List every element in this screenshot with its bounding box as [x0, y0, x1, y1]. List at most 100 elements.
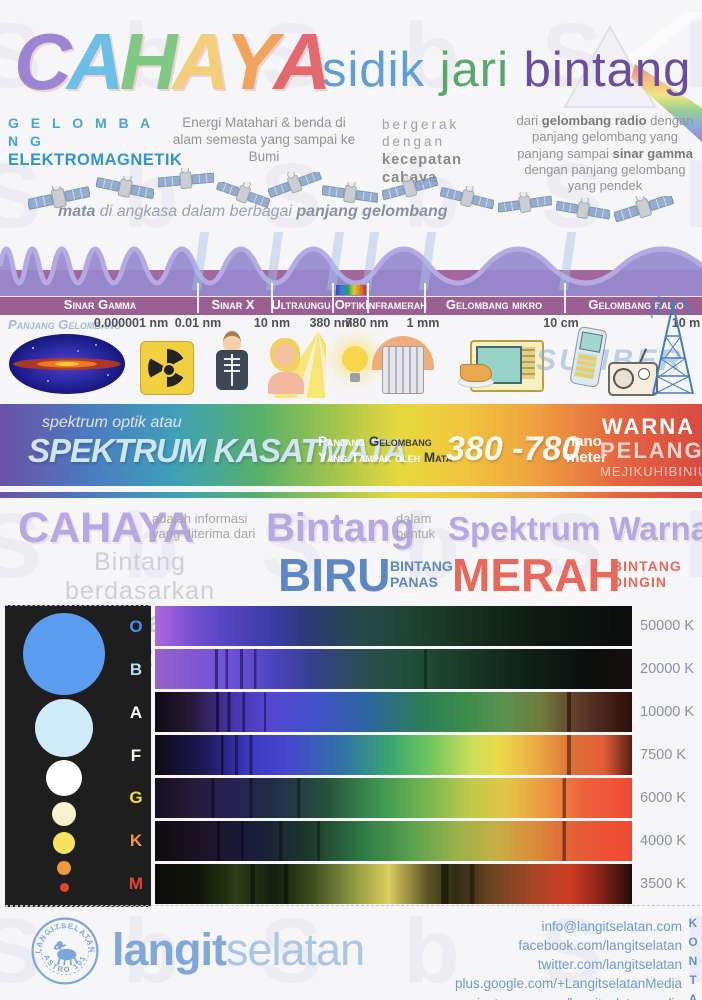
optik-rainbow-strip — [336, 285, 366, 295]
unit-line: nano — [566, 433, 602, 450]
story-biru: BIRU — [278, 549, 391, 601]
gamma-skymap-icon — [9, 334, 125, 394]
contact-googleplus: plus.google.com/+LangitselatanMedia — [454, 976, 682, 992]
em-label-ultraungu: Ultraungu — [271, 297, 331, 312]
visible-spectrum-band — [0, 404, 702, 486]
temp-label-F: 7500 K — [640, 747, 686, 763]
radio-dial — [638, 368, 650, 380]
desc-text: Panjang — [318, 434, 369, 449]
temp-label-G: 6000 K — [640, 790, 686, 806]
em-label-band — [0, 296, 702, 315]
chart-bottom-divider — [5, 905, 700, 906]
brand-wordmark: langitselatan — [112, 924, 365, 976]
story-spektrum-warna: Spektrum Warna — [448, 510, 702, 547]
xray-boy-head — [223, 331, 241, 354]
radio-tower-icon — [650, 296, 694, 395]
brand-light: selatan — [226, 924, 365, 975]
intro-text: dengan panjang gelombang yang panjang sa… — [517, 113, 694, 161]
intro-bold: gelombang radio — [541, 113, 647, 128]
warna-pelangi-label: WARNA PELANGI — [600, 414, 702, 463]
temp-label-B: 20000 K — [640, 661, 695, 677]
spectrum-band-K — [155, 821, 632, 861]
subtitle-word: jari — [439, 43, 509, 97]
satellite-icon — [268, 172, 322, 198]
satellite-icon — [614, 196, 674, 222]
em-label-gelombang-mikro: Gelombang mikro — [445, 297, 543, 312]
contact-email: info@langitselatan.com — [541, 919, 682, 934]
contact-twitter: twitter.com/langitselatan — [537, 957, 682, 973]
microwave-icon — [458, 340, 544, 392]
star-G — [53, 832, 75, 854]
xray-boy-icon — [210, 331, 256, 397]
warna-line: WARNA — [601, 414, 695, 439]
temp-label-O: 50000 K — [640, 618, 695, 634]
caption-bold: mata — [58, 203, 96, 220]
mnemonic-label: MEJIKUHIBINIU — [600, 464, 702, 479]
satellite-icon — [498, 192, 552, 217]
spectrum-band-F — [155, 735, 632, 775]
spectrum-band-M — [155, 864, 632, 904]
story-merah: MERAH — [452, 549, 621, 601]
subtitle-word: sidik — [322, 43, 426, 97]
uv-woman-shoulders — [268, 372, 304, 394]
intro-line: bergerak dengan — [382, 117, 460, 149]
story-bintang: Bintang — [266, 506, 415, 550]
intro-block-rentang: dari gelombang radio dengan panjang gelo… — [512, 113, 698, 194]
uv-woman-icon — [262, 330, 326, 398]
wavelength-row-label: Panjang Gelombang — [8, 317, 121, 332]
story-berdasarkan: Bintang berdasarkan — [65, 548, 215, 605]
wavelength-value: 0.000001 nm — [93, 316, 169, 330]
dingin-line: DINGIN — [612, 574, 667, 591]
rainbow-divider — [0, 492, 702, 498]
satellites-caption: mata di angkasa dalam berbagai panjang g… — [58, 203, 448, 221]
bulb-base — [350, 373, 360, 382]
watermark-row: S b S b S b S b S b S b — [0, 900, 702, 1000]
story-dalam-line: dalam — [396, 511, 432, 526]
intro-text: dengan panjang gelombang yang pendek — [524, 161, 686, 193]
prism-icon — [563, 12, 702, 142]
em-label-gelombang-radio: Gelombang radio — [588, 297, 684, 312]
temp-label-M: 3500 K — [640, 876, 686, 892]
story-dalam-line: bentuk — [396, 525, 436, 541]
em-tick — [564, 283, 566, 313]
desc-dark: Mata — [423, 449, 453, 465]
class-letter-F: F — [130, 746, 142, 765]
intro-line: ELEKTROMAGNETIK — [8, 151, 183, 169]
em-tick — [332, 283, 334, 313]
star-F — [52, 802, 76, 826]
satellite-icon — [556, 198, 610, 223]
wavelength-value: 10 cm — [543, 316, 579, 330]
class-letter-A: A — [129, 703, 143, 722]
kontak-vertical-label: KONTAK — [686, 916, 700, 1000]
wavelength-value: 1 mm — [406, 316, 440, 330]
star-K — [57, 861, 71, 875]
xray-boy-spine — [231, 354, 233, 386]
watermark-row: S b S b S b S b S b S b — [0, 495, 702, 597]
radio-speaker — [613, 368, 634, 389]
dingin-line: BINTANG — [612, 558, 682, 574]
satellite-icon — [96, 176, 154, 202]
class-letter-G: G — [129, 788, 143, 807]
pelangi-line: PELANGI — [600, 437, 702, 463]
intro-text: dari — [516, 113, 542, 128]
page-title: CAHAYA — [14, 17, 331, 106]
visible-unit: nano meter — [566, 434, 607, 466]
class-letter-M: M — [128, 874, 144, 893]
title-letter: A — [66, 17, 125, 106]
visible-desc: Panjang Gelombang Yang Tampak oleh Mata — [318, 434, 452, 465]
desc-text: Yang Tampak oleh — [318, 449, 424, 465]
uv-woman-face — [275, 344, 295, 366]
em-tick — [197, 283, 199, 313]
em-tick — [367, 283, 369, 313]
langitselatan-logo-badge: LANGITSELATAN ASTRO 101 — [31, 917, 99, 985]
satellite-icon — [158, 168, 214, 192]
em-tick — [271, 283, 273, 313]
phone-screen — [579, 331, 604, 353]
story-info-line: adalah informasi — [152, 511, 248, 526]
class-letter-B: B — [129, 660, 143, 679]
star-B — [35, 699, 93, 757]
wavelength-value: 0.01 nm — [174, 316, 222, 330]
pizza — [460, 364, 492, 382]
visible-pre-label: spektrum optik atau — [42, 414, 182, 431]
em-wave — [0, 246, 702, 304]
